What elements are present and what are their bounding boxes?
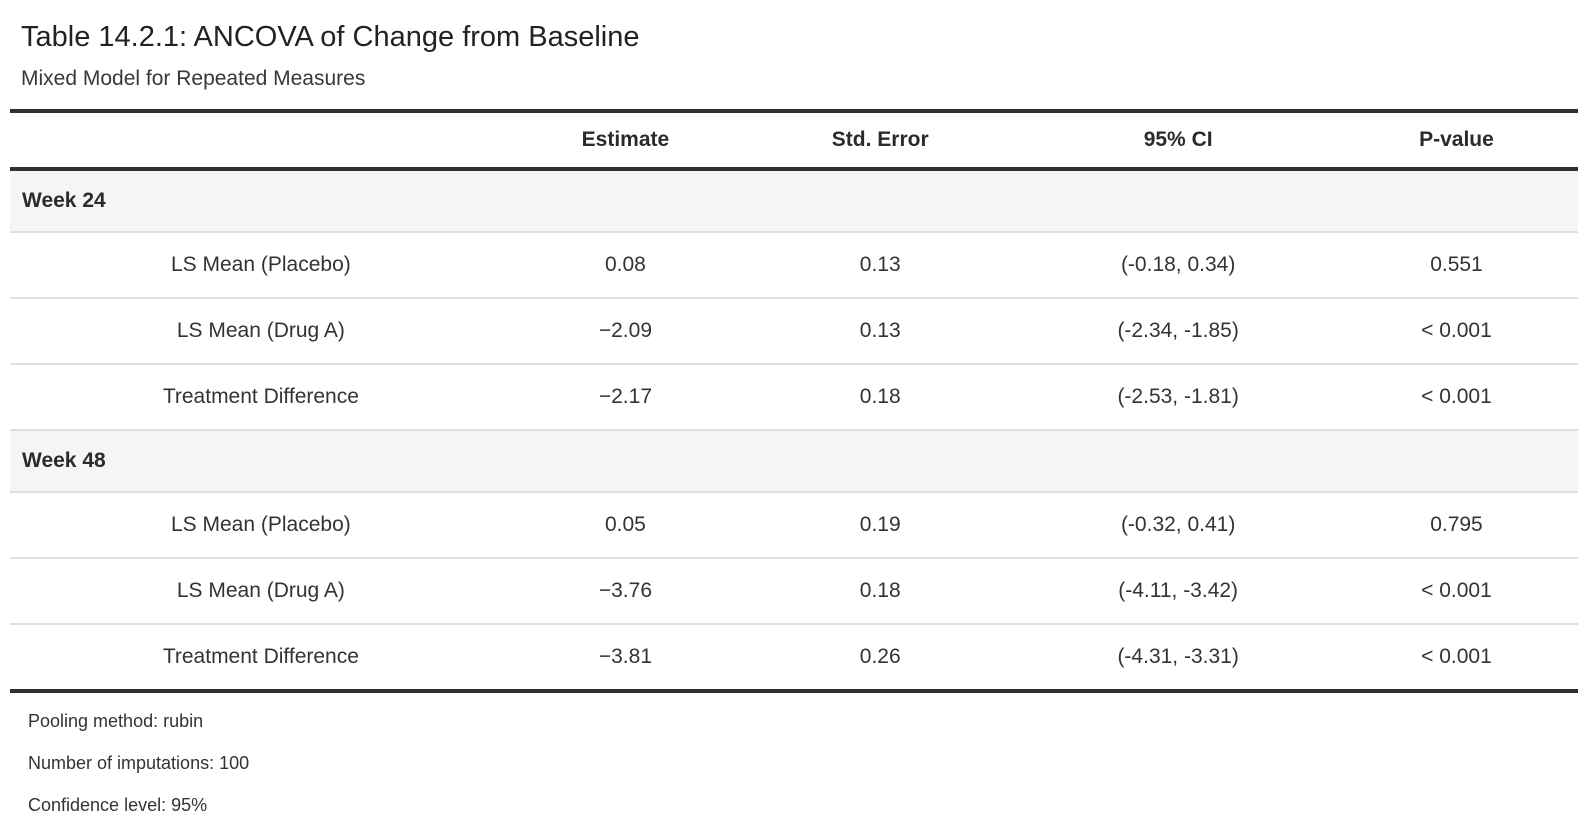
cell-std-error: 0.26 bbox=[739, 624, 1022, 692]
table-subtitle: Mixed Model for Repeated Measures bbox=[21, 67, 366, 91]
cell-estimate: 0.05 bbox=[511, 492, 740, 560]
column-header-stub bbox=[10, 111, 512, 172]
cell-row-label: LS Mean (Placebo) bbox=[10, 232, 512, 300]
footnote-pooling-method: Pooling method: rubin bbox=[28, 711, 204, 732]
cell-p-value: 0.795 bbox=[1334, 492, 1578, 560]
table-row-week48-ls-mean-placebo: LS Mean (Placebo) 0.05 0.19 (-0.32, 0.41… bbox=[10, 492, 1578, 560]
table-row-week48-ls-mean-drug-a: LS Mean (Drug A) −3.76 0.18 (-4.11, -3.4… bbox=[10, 558, 1578, 626]
group-header-week-48: Week 48 bbox=[10, 430, 1578, 494]
cell-95ci: (-4.11, -3.42) bbox=[1021, 558, 1335, 626]
cell-row-label: LS Mean (Drug A) bbox=[10, 298, 512, 366]
column-header-p-value: P-value bbox=[1334, 111, 1578, 172]
cell-estimate: 0.08 bbox=[511, 232, 740, 300]
column-header-estimate: Estimate bbox=[511, 111, 740, 172]
cell-p-value: < 0.001 bbox=[1334, 364, 1578, 432]
ancova-results-table: Estimate Std. Error 95% CI P-value Week … bbox=[10, 109, 1578, 694]
cell-p-value: < 0.001 bbox=[1334, 624, 1578, 692]
table-footnotes: Pooling method: rubin Number of imputati… bbox=[10, 693, 1578, 826]
table-row-week48-treatment-difference: Treatment Difference −3.81 0.26 (-4.31, … bbox=[10, 624, 1578, 692]
cell-estimate: −3.81 bbox=[511, 624, 740, 692]
group-week-48: Week 48 LS Mean (Placebo) 0.05 0.19 (-0.… bbox=[10, 430, 1578, 692]
cell-95ci: (-0.32, 0.41) bbox=[1021, 492, 1335, 560]
table-row-week24-ls-mean-placebo: LS Mean (Placebo) 0.08 0.13 (-0.18, 0.34… bbox=[10, 232, 1578, 300]
cell-std-error: 0.18 bbox=[739, 558, 1022, 626]
cell-row-label: Treatment Difference bbox=[10, 624, 512, 692]
cell-std-error: 0.19 bbox=[739, 492, 1022, 560]
cell-std-error: 0.13 bbox=[739, 232, 1022, 300]
footnote-confidence-level: Confidence level: 95% bbox=[28, 795, 208, 816]
cell-estimate: −2.09 bbox=[511, 298, 740, 366]
cell-std-error: 0.18 bbox=[739, 364, 1022, 432]
cell-row-label: LS Mean (Drug A) bbox=[10, 558, 512, 626]
table-header: Estimate Std. Error 95% CI P-value bbox=[10, 111, 1578, 172]
cell-estimate: −2.17 bbox=[511, 364, 740, 432]
cell-p-value: < 0.001 bbox=[1334, 298, 1578, 366]
column-header-std-error: Std. Error bbox=[739, 111, 1022, 172]
table-row-week24-ls-mean-drug-a: LS Mean (Drug A) −2.09 0.13 (-2.34, -1.8… bbox=[10, 298, 1578, 366]
group-week-24: Week 24 LS Mean (Placebo) 0.08 0.13 (-0.… bbox=[10, 169, 1578, 432]
table-row-week24-treatment-difference: Treatment Difference −2.17 0.18 (-2.53, … bbox=[10, 364, 1578, 432]
cell-95ci: (-2.34, -1.85) bbox=[1021, 298, 1335, 366]
footnote-number-of-imputations: Number of imputations: 100 bbox=[28, 753, 250, 774]
cell-95ci: (-2.53, -1.81) bbox=[1021, 364, 1335, 432]
cell-row-label: Treatment Difference bbox=[10, 364, 512, 432]
cell-std-error: 0.13 bbox=[739, 298, 1022, 366]
table-title: Table 14.2.1: ANCOVA of Change from Base… bbox=[21, 21, 640, 53]
group-label: Week 48 bbox=[10, 430, 1578, 494]
cell-95ci: (-0.18, 0.34) bbox=[1021, 232, 1335, 300]
header-row: Estimate Std. Error 95% CI P-value bbox=[10, 111, 1578, 172]
cell-p-value: < 0.001 bbox=[1334, 558, 1578, 626]
group-label: Week 24 bbox=[10, 169, 1578, 234]
group-header-week-24: Week 24 bbox=[10, 169, 1578, 234]
cell-p-value: 0.551 bbox=[1334, 232, 1578, 300]
cell-row-label: LS Mean (Placebo) bbox=[10, 492, 512, 560]
column-header-95ci: 95% CI bbox=[1021, 111, 1335, 172]
cell-estimate: −3.76 bbox=[511, 558, 740, 626]
cell-95ci: (-4.31, -3.31) bbox=[1021, 624, 1335, 692]
